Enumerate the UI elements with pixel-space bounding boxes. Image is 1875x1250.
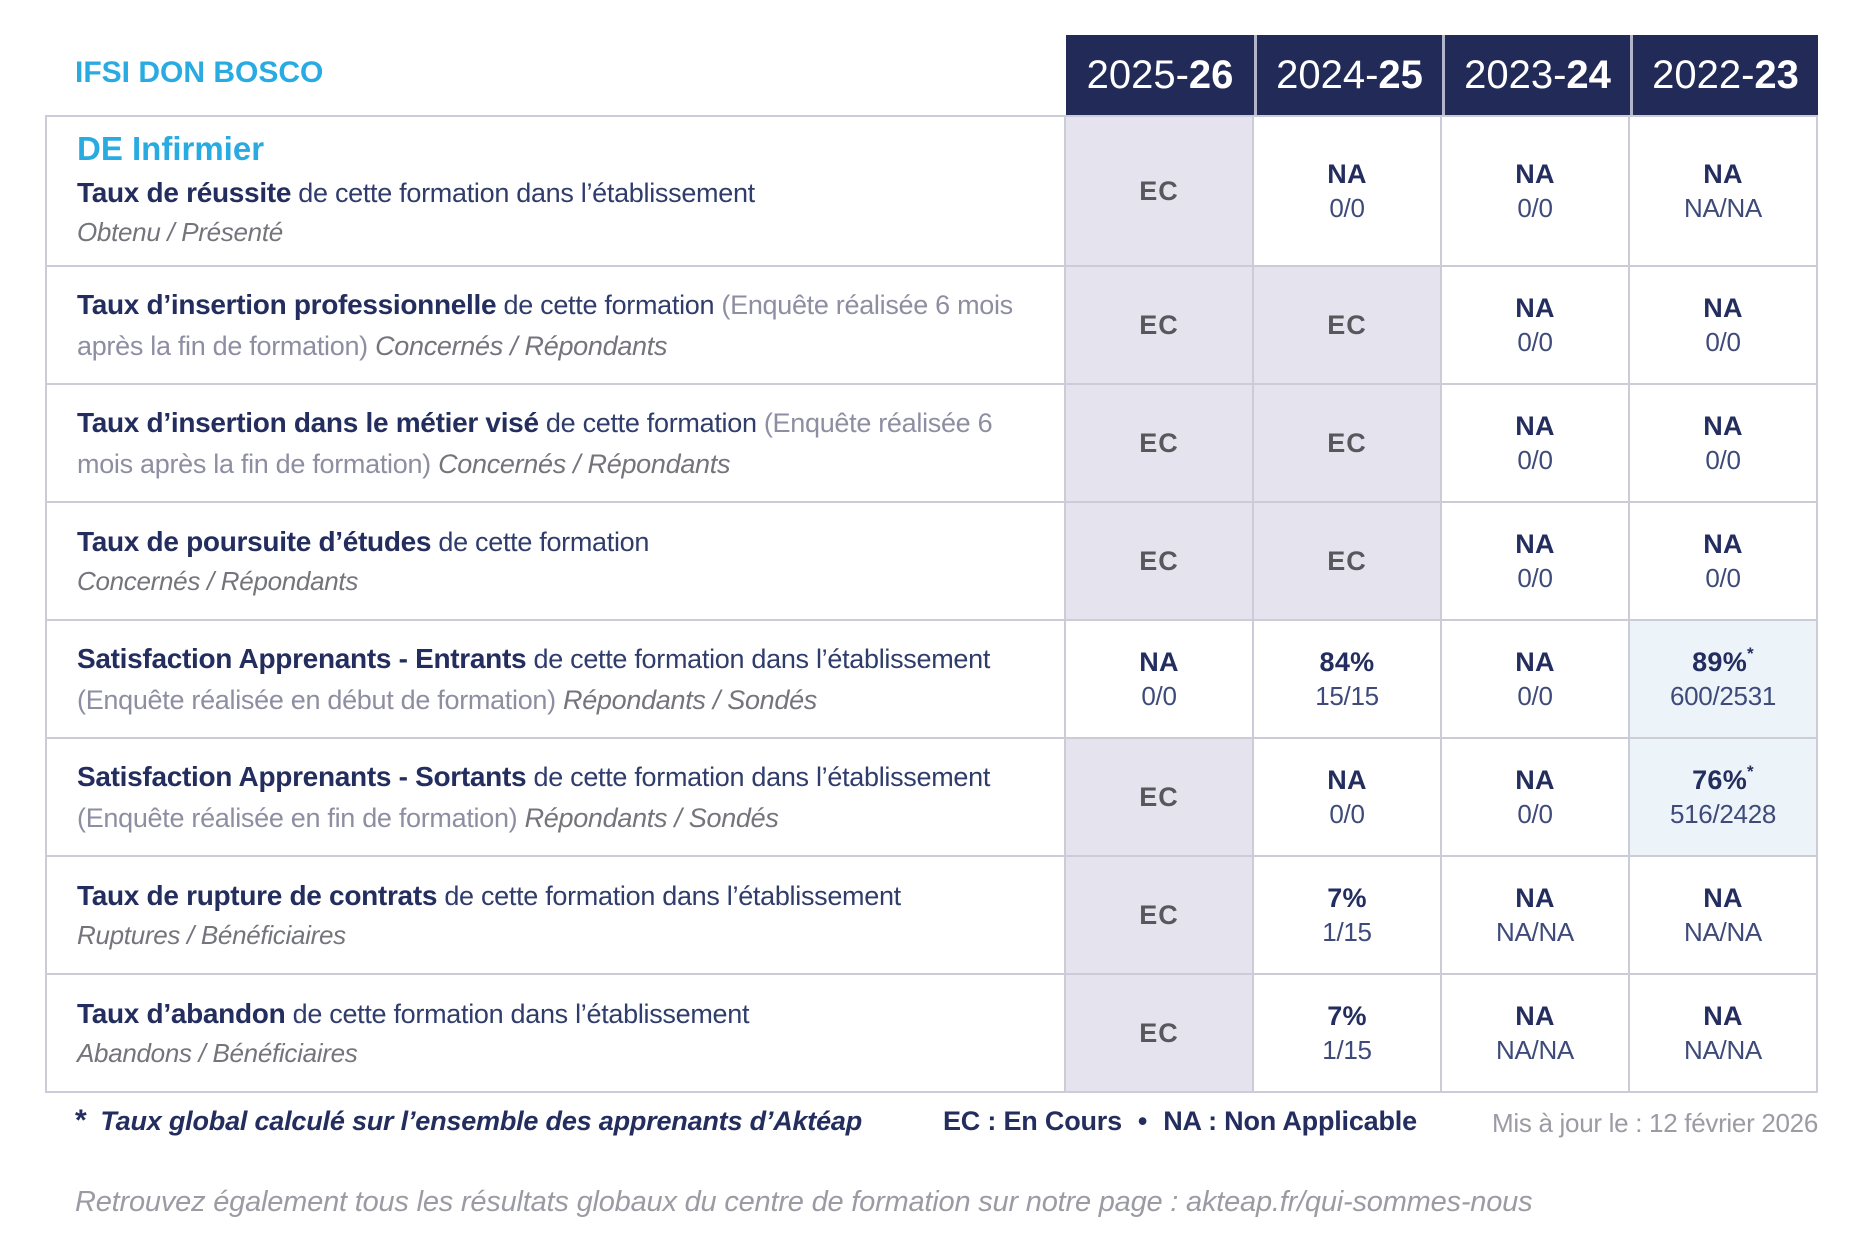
footnote-marker: * xyxy=(1747,643,1754,663)
row-label-abandon: Taux d’abandon de cette formation dans l… xyxy=(45,975,1066,1093)
asterisk: * xyxy=(75,1104,87,1137)
value-cell: NA 0/0 xyxy=(1630,385,1818,503)
value-cell: EC xyxy=(1066,385,1254,503)
last-updated: Mis à jour le : 12 février 2026 xyxy=(1492,1108,1818,1138)
value-cell: EC xyxy=(1254,267,1442,385)
results-table: 2025- 26 2024- 25 2023- 24 2022- 23 DE Infir… xyxy=(45,35,1818,1093)
value-cell: NA 0/0 xyxy=(1442,385,1630,503)
value-cell: NA 0/0 xyxy=(1630,503,1818,621)
value-cell: NA 0/0 xyxy=(1442,267,1630,385)
value-cell: EC xyxy=(1066,115,1254,267)
row-label-taux-reussite: DE Infirmier Taux de réussite de cette f… xyxy=(45,115,1066,267)
institution-name: IFSI DON BOSCO xyxy=(75,56,324,89)
value-cell: 7% 1/15 xyxy=(1254,857,1442,975)
row-label-insertion-metier-vise: Taux d’insertion dans le métier visé de … xyxy=(45,385,1066,503)
footnote-marker: * xyxy=(1747,761,1754,781)
header-spacer xyxy=(45,35,1066,115)
value-cell: NA 0/0 xyxy=(1442,503,1630,621)
metric-title: Taux de poursuite d’études xyxy=(77,526,432,558)
value-cell: EC xyxy=(1254,385,1442,503)
footnote-global-rate: * Taux global calculé sur l’ensemble des… xyxy=(75,1104,863,1137)
value-cell: EC xyxy=(1254,503,1442,621)
value-cell: EC xyxy=(1066,857,1254,975)
value-cell: EC xyxy=(1066,739,1254,857)
metric-subtitle: Concernés / Répondants xyxy=(375,330,668,361)
value-cell: EC xyxy=(1066,503,1254,621)
value-cell-global-rate: 89%* 600/2531 xyxy=(1630,621,1818,739)
metric-subtitle: Répondants / Sondés xyxy=(563,684,818,715)
value-cell: NA NA/NA xyxy=(1442,975,1630,1093)
value-cell: EC xyxy=(1066,975,1254,1093)
year-header-2022-23: 2022- 23 xyxy=(1630,35,1818,115)
value-cell: 84% 15/15 xyxy=(1254,621,1442,739)
global-results-link-line: Retrouvez également tous les résultats g… xyxy=(75,1186,1533,1218)
metric-subtitle: Ruptures / Bénéficiaires xyxy=(77,920,346,951)
metric-title: Taux d’abandon xyxy=(77,998,286,1030)
value-cell: 7% 1/15 xyxy=(1254,975,1442,1093)
bullet-separator: • xyxy=(1137,1106,1148,1136)
value-cell: NA 0/0 xyxy=(1630,267,1818,385)
value-cell: NA 0/0 xyxy=(1442,621,1630,739)
value-cell: NA 0/0 xyxy=(1442,115,1630,267)
value-cell: EC xyxy=(1066,267,1254,385)
row-label-satisfaction-entrants: Satisfaction Apprenants - Entrants de ce… xyxy=(45,621,1066,739)
value-cell: NA NA/NA xyxy=(1630,857,1818,975)
value-cell: NA NA/NA xyxy=(1630,115,1818,267)
row-label-satisfaction-sortants: Satisfaction Apprenants - Sortants de ce… xyxy=(45,739,1066,857)
footnote-bar: * Taux global calculé sur l’ensemble des… xyxy=(75,1104,1818,1144)
metric-title: Taux d’insertion professionnelle xyxy=(77,288,497,320)
value-cell: NA NA/NA xyxy=(1442,857,1630,975)
value-cell: NA 0/0 xyxy=(1254,115,1442,267)
value-cell: NA 0/0 xyxy=(1254,739,1442,857)
row-label-rupture-contrats: Taux de rupture de contrats de cette for… xyxy=(45,857,1066,975)
metric-title: Taux de réussite xyxy=(77,177,292,209)
metric-title: Satisfaction Apprenants - Sortants xyxy=(77,760,527,792)
metric-subtitle: Obtenu / Présenté xyxy=(77,217,283,248)
metric-title: Satisfaction Apprenants - Entrants xyxy=(77,642,527,674)
row-label-poursuite-etudes: Taux de poursuite d’études de cette form… xyxy=(45,503,1066,621)
value-cell-global-rate: 76%* 516/2428 xyxy=(1630,739,1818,857)
metric-subtitle: Concernés / Répondants xyxy=(438,448,731,479)
metric-title: Taux d’insertion dans le métier visé xyxy=(77,406,539,438)
program-title: DE Infirmier xyxy=(77,130,265,168)
year-header-2023-24: 2023- 24 xyxy=(1442,35,1630,115)
value-cell: NA NA/NA xyxy=(1630,975,1818,1093)
legend-ec: EC : En Cours xyxy=(943,1106,1122,1136)
value-cell: NA 0/0 xyxy=(1066,621,1254,739)
row-label-insertion-professionnelle: Taux d’insertion professionnelle de cett… xyxy=(45,267,1066,385)
metric-subtitle: Concernés / Répondants xyxy=(77,566,359,597)
metric-subtitle: Abandons / Bénéficiaires xyxy=(77,1038,358,1069)
metric-title: Taux de rupture de contrats xyxy=(77,880,438,912)
value-cell: NA 0/0 xyxy=(1442,739,1630,857)
metric-subtitle: Répondants / Sondés xyxy=(524,802,779,833)
abbreviation-legend: EC : En Cours • NA : Non Applicable xyxy=(943,1106,1417,1137)
year-header-2024-25: 2024- 25 xyxy=(1254,35,1442,115)
legend-na: NA : Non Applicable xyxy=(1163,1106,1417,1136)
year-header-2025-26: 2025- 26 xyxy=(1066,35,1254,115)
